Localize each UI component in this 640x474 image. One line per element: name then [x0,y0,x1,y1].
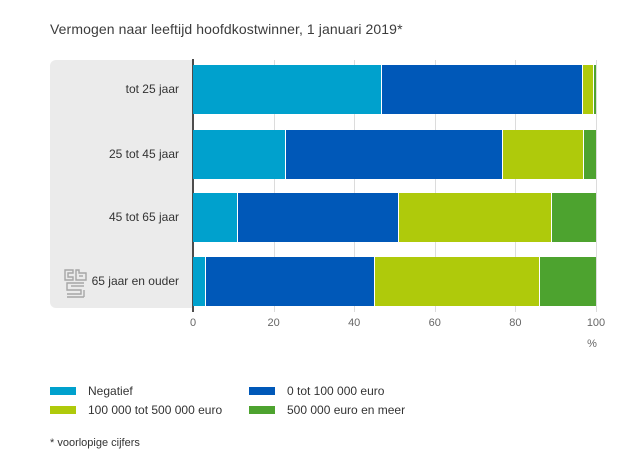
category-label: tot 25 jaar [125,82,179,96]
gridline [273,60,275,312]
bar-segment [205,257,374,306]
bar-segment [286,130,502,179]
footnote: * voorlopige cijfers [50,437,140,449]
bar-segment [503,130,583,179]
bar-segment [584,130,596,179]
legend-item: 0 tot 100 000 euro [249,384,384,398]
bar-row [193,193,596,242]
bar-segment [375,257,540,306]
zero-axis-line [192,59,194,312]
gridline [354,60,356,312]
category-panel: tot 25 jaar 25 tot 45 jaar 45 tot 65 jaar 6… [50,60,193,308]
category-label: 25 tot 45 jaar [108,147,179,161]
bar-segment [594,65,596,114]
bar-row [193,257,597,306]
category-label: 65 jaar en ouder [91,274,179,288]
x-axis: 0 20 40 60 80 100 [190,317,605,331]
bar-segment [583,65,594,114]
cbs-logo-icon [64,269,87,298]
legend-label: Negatief [88,384,133,398]
legend-label: 500 000 euro en meer [287,403,406,417]
bar-segment [540,257,597,306]
x-tick-label: 80 [509,317,522,329]
bar-segment [399,193,551,242]
gridline [596,60,597,312]
x-tick-label: 100 [586,317,606,329]
legend-item: Negatief [50,384,133,398]
legend-item: 100 000 tot 500 000 euro [50,403,222,417]
bar-segment [238,193,398,242]
x-tick-label: 0 [189,317,197,329]
bar-row [193,65,596,114]
legend-swatch [249,387,275,395]
category-label: 45 tot 65 jaar [108,210,179,224]
x-tick-label: 60 [428,317,441,329]
plot-area [193,60,597,312]
x-tick-label: 40 [348,317,361,329]
legend-swatch [249,406,275,414]
gridline [434,60,436,312]
bar-segment [382,65,583,114]
legend-label: 0 tot 100 000 euro [287,384,385,398]
bar-segment [193,130,285,179]
bar-segment [193,65,382,114]
x-axis-unit: % [587,338,597,350]
legend-item: 500 000 euro en meer [249,403,405,417]
bar-segment [193,193,237,242]
x-tick-label: 20 [267,317,280,329]
legend-swatch [50,406,76,414]
bar-segment [552,193,596,242]
bar-segment [193,257,205,306]
chart-title: Vermogen naar leeftijd hoofdkostwinner, … [50,21,403,37]
bar-row [193,130,596,179]
legend-swatch [50,387,76,395]
gridline [515,60,517,312]
legend-label: 100 000 tot 500 000 euro [88,403,223,417]
